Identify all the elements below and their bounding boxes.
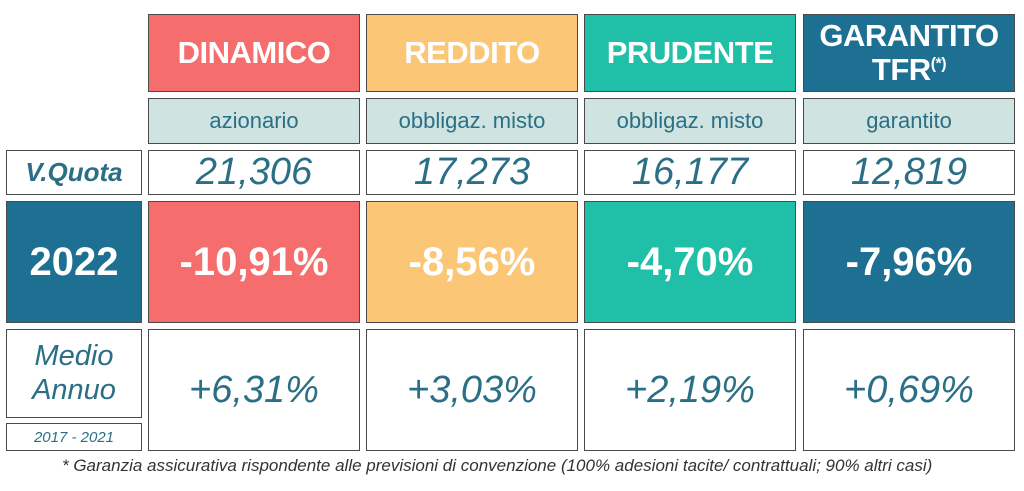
header-prudente-label: PRUDENTE: [606, 34, 774, 70]
type-garantito-label: garantito: [866, 108, 952, 133]
year-prudente-value: -4,70%: [626, 239, 754, 284]
type-garantito: garantito: [803, 98, 1015, 144]
quota-garantito-value: 12,819: [850, 151, 968, 193]
avg-dinamico-value: +6,31%: [189, 368, 319, 411]
year-garantito: -7,96%: [803, 201, 1015, 323]
quota-dinamico-value: 21,306: [195, 151, 313, 193]
avg-garantito-value: +0,69%: [844, 368, 974, 411]
header-reddito-label: REDDITO: [404, 34, 540, 70]
avg-dinamico: +6,31%: [148, 329, 360, 451]
type-prudente-label: obbligaz. misto: [616, 108, 764, 133]
avg-row-label: Medio Annuo: [6, 329, 142, 418]
avg-row-label-line2: Annuo: [32, 373, 116, 406]
avg-prudente-value: +2,19%: [625, 368, 755, 411]
year-dinamico: -10,91%: [148, 201, 360, 323]
type-reddito: obbligaz. misto: [366, 98, 578, 144]
header-garantito-mark: (*): [930, 55, 947, 73]
quota-reddito: 17,273: [366, 150, 578, 195]
header-garantito-tfr: TFR: [871, 52, 931, 87]
quota-row-label: V.Quota: [6, 150, 142, 195]
type-dinamico-label: azionario: [209, 108, 299, 133]
year-reddito: -8,56%: [366, 201, 578, 323]
header-prudente: PRUDENTE: [584, 14, 796, 92]
avg-reddito: +3,03%: [366, 329, 578, 451]
footnote: * Garanzia assicurativa rispondente alle…: [62, 456, 933, 475]
avg-prudente: +2,19%: [584, 329, 796, 451]
type-reddito-label: obbligaz. misto: [398, 108, 546, 133]
quota-row-label-text: V.Quota: [25, 157, 123, 187]
year-garantito-value: -7,96%: [845, 239, 973, 284]
quota-reddito-value: 17,273: [413, 151, 531, 193]
type-dinamico: azionario: [148, 98, 360, 144]
year-reddito-value: -8,56%: [408, 239, 536, 284]
year-prudente: -4,70%: [584, 201, 796, 323]
year-row-label-text: 2022: [29, 239, 119, 284]
quota-prudente-value: 16,177: [631, 151, 749, 193]
year-row-label: 2022: [6, 201, 142, 323]
avg-reddito-value: +3,03%: [407, 368, 537, 411]
type-prudente: obbligaz. misto: [584, 98, 796, 144]
quota-garantito: 12,819: [803, 150, 1015, 195]
avg-row-label-line1: Medio: [34, 340, 114, 373]
avg-garantito: +0,69%: [803, 329, 1015, 451]
avg-row-period: 2017 - 2021: [6, 423, 142, 451]
quota-prudente: 16,177: [584, 150, 796, 195]
header-dinamico-label: DINAMICO: [177, 34, 331, 70]
header-garantito-line1: GARANTITO: [819, 17, 999, 53]
year-dinamico-value: -10,91%: [179, 239, 329, 284]
avg-row-period-text: 2017 - 2021: [33, 428, 115, 446]
header-garantito-line2: TFR(*): [871, 52, 947, 87]
header-dinamico: DINAMICO: [148, 14, 360, 92]
header-garantito: GARANTITO TFR(*): [803, 14, 1015, 92]
header-reddito: REDDITO: [366, 14, 578, 92]
quota-dinamico: 21,306: [148, 150, 360, 195]
